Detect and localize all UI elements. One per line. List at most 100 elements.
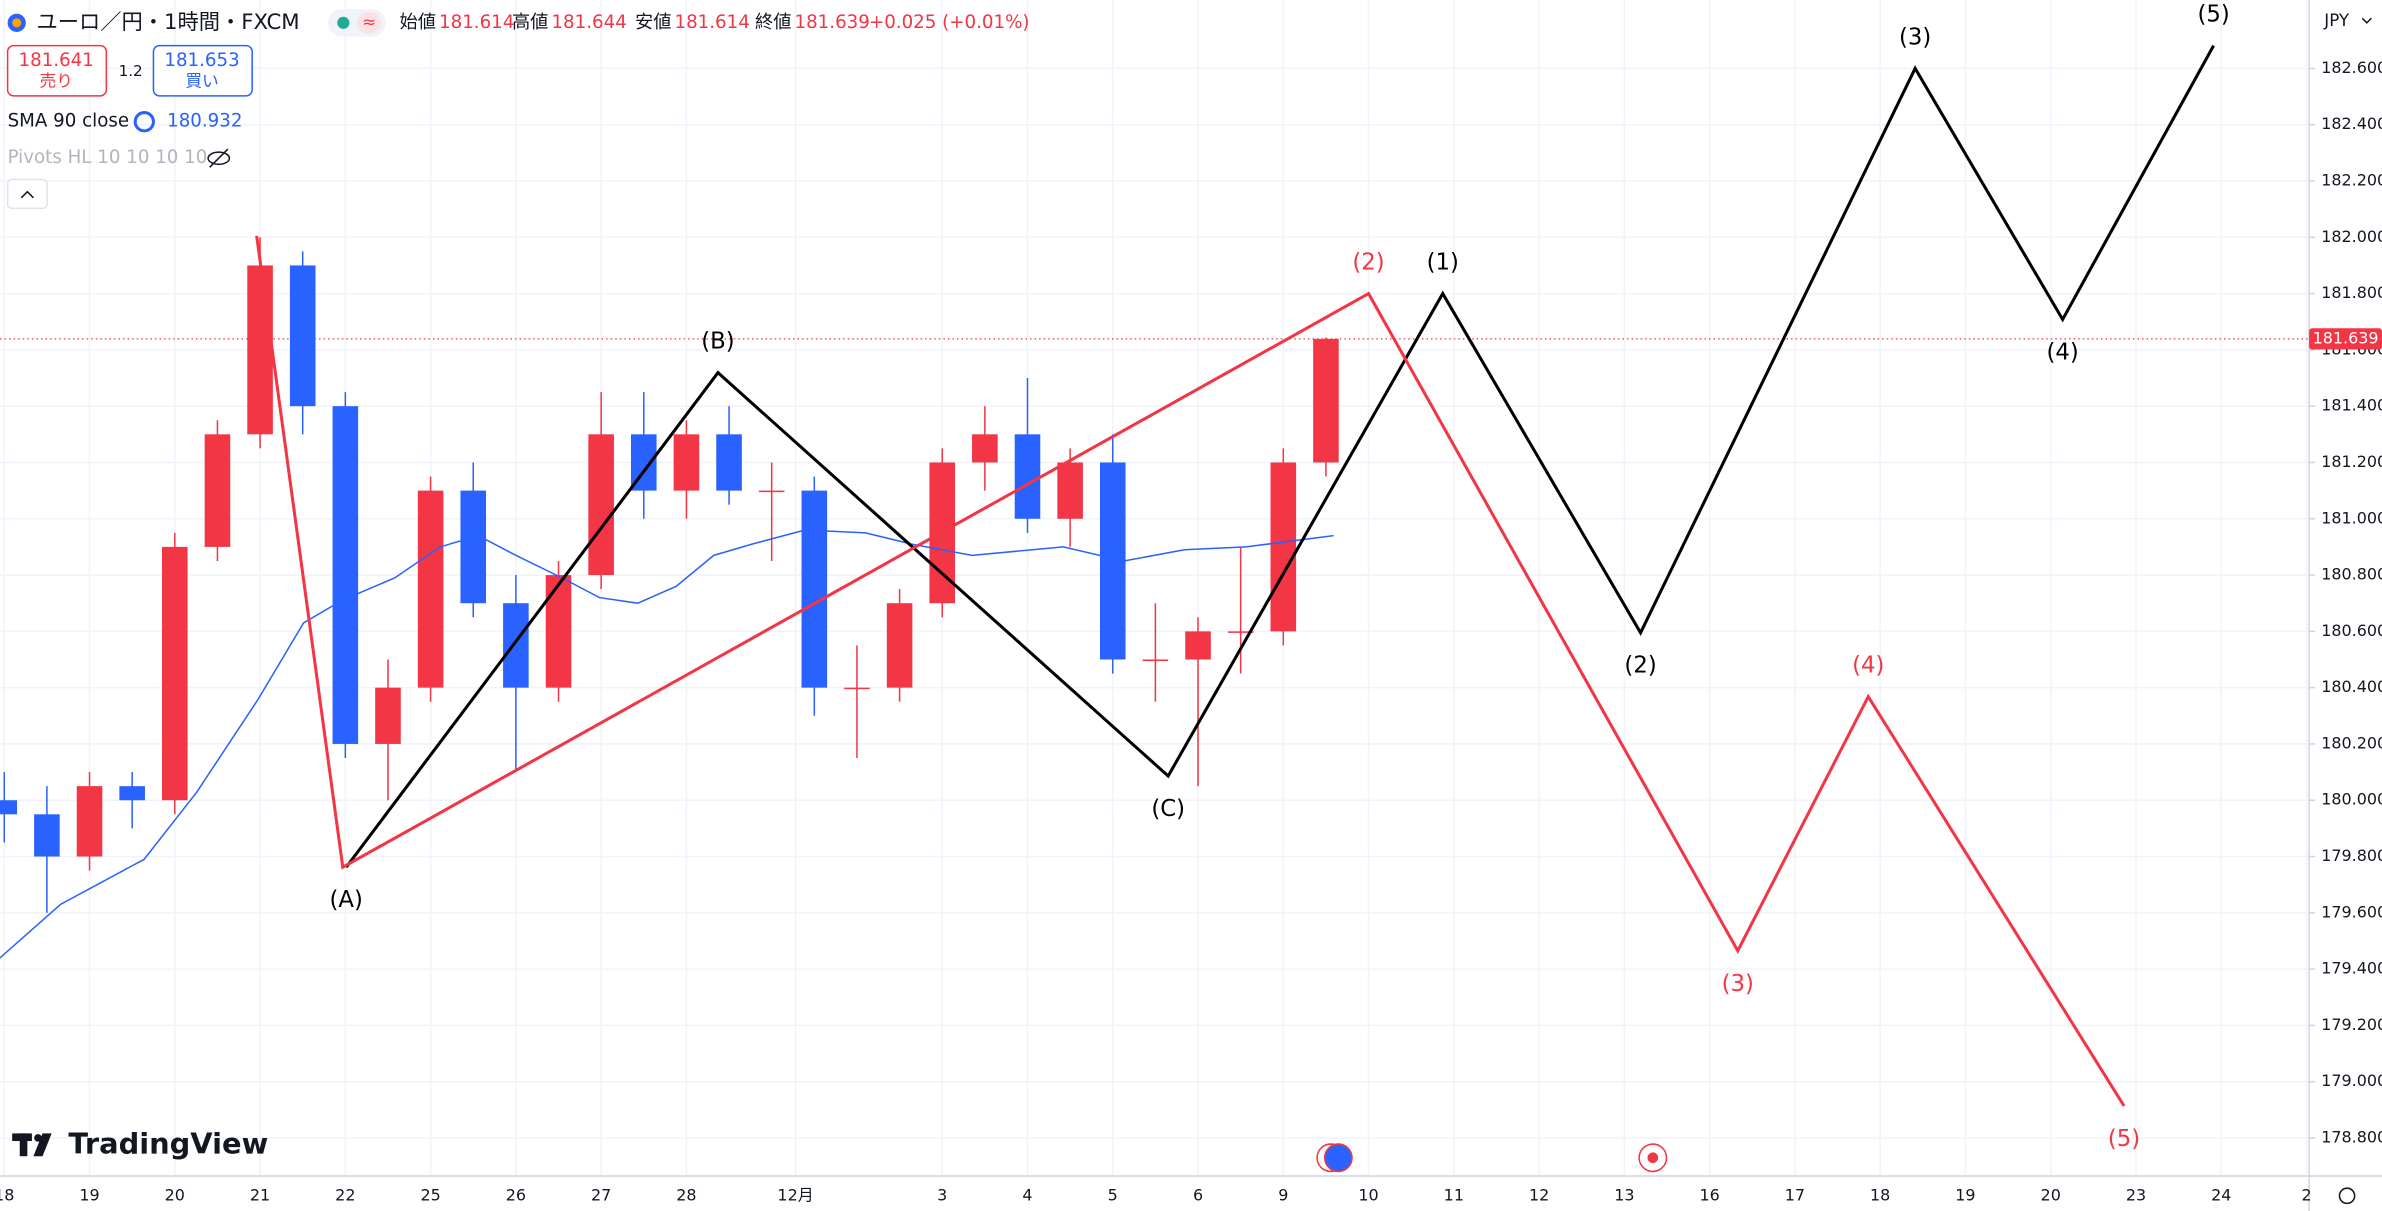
x-tick-label: 23: [2126, 1185, 2146, 1204]
plot-area: [0, 44, 2310, 1107]
x-tick-label: 24: [2211, 1185, 2231, 1204]
candle-body: [1313, 338, 1339, 463]
x-tick-label: 4: [1022, 1185, 1032, 1204]
y-tick-label: 182.400: [2321, 114, 2382, 133]
y-tick-label: 179.600: [2321, 902, 2382, 921]
sell-label: 売り: [39, 71, 72, 91]
symbol[interactable]: ユーロ／円・1時間・FXCM: [36, 10, 299, 35]
candle-body: [844, 687, 870, 690]
candle-body: [1185, 631, 1211, 660]
candle-body: [332, 406, 359, 744]
candle-body: [76, 786, 103, 857]
candle-body: [0, 800, 18, 815]
x-tick-label: 20: [165, 1185, 185, 1204]
x-tick-label: 19: [1955, 1185, 1975, 1204]
event-icon[interactable]: [1323, 1143, 1353, 1173]
buy-button[interactable]: [152, 44, 253, 97]
x-tick-label: 20: [2041, 1185, 2061, 1204]
x-tick-label: 22: [335, 1185, 355, 1204]
y-tick-label: 181.800: [2321, 283, 2382, 302]
x-tick-label: 16: [1699, 1185, 1719, 1204]
x-tick-label: 13: [1614, 1185, 1634, 1204]
wave-line: [344, 44, 2215, 869]
x-tick-label: 2: [2301, 1185, 2311, 1204]
ohlc-label: 高値: [512, 12, 548, 33]
candle-body: [204, 434, 231, 547]
wave-line: [255, 235, 2126, 1107]
indicator-icon: [133, 111, 155, 133]
candle-body: [1227, 631, 1254, 633]
indicator-name[interactable]: Pivots HL 10 10 10 10: [8, 147, 208, 168]
x-tick-label: 3: [937, 1185, 947, 1204]
axes: 178.800 179.000 179.200 179.400 179.600 179.8…: [0, 58, 2382, 1204]
x-tick-label: 17: [1785, 1185, 1805, 1204]
candle-body: [1270, 462, 1297, 632]
candle-body: [758, 490, 785, 493]
buy-price: 181.653: [164, 50, 239, 71]
candle-body: [503, 603, 529, 688]
symbol-icon: [12, 18, 22, 28]
indicator-name[interactable]: SMA 90 close: [8, 111, 129, 132]
currency-caret: [2361, 17, 2372, 24]
x-tick-label: 18: [1870, 1185, 1890, 1204]
indicator-value: 180.932: [167, 111, 242, 132]
status-dot: [337, 16, 350, 29]
settings-icon[interactable]: [2338, 1187, 2356, 1205]
y-tick-label: 179.000: [2321, 1071, 2382, 1090]
ohlc-value: 181.614: [674, 12, 749, 33]
y-tick-label: 179.200: [2321, 1015, 2382, 1034]
change: +0.025 (+0.01%): [869, 12, 1030, 33]
ohlc-label: 安値: [635, 12, 671, 33]
y-tick-label: 180.000: [2321, 790, 2382, 809]
x-tick-label: 27: [591, 1185, 611, 1204]
x-tick-label: 25: [420, 1185, 440, 1204]
wave-label: (2): [1352, 250, 1384, 276]
y-tick-label: 180.600: [2321, 621, 2382, 640]
x-tick-label: 5: [1108, 1185, 1118, 1204]
ohlc-label: 始値: [400, 12, 436, 33]
candle-body: [247, 265, 273, 435]
sell-button[interactable]: [6, 44, 108, 97]
collapse-button[interactable]: [6, 178, 48, 210]
y-tick-label: 179.400: [2321, 959, 2382, 978]
brand: TradingView: [68, 1127, 268, 1161]
currency[interactable]: JPY: [2323, 10, 2350, 30]
wave-label: (3): [1899, 24, 1931, 50]
candle-body: [1057, 462, 1083, 519]
y-tick-label: 182.000: [2321, 227, 2382, 246]
last-price-label: 181.639: [2313, 328, 2379, 347]
y-tick-label: 180.200: [2321, 733, 2382, 752]
wave-label: (4): [1852, 653, 1884, 679]
candle-body: [1142, 659, 1169, 662]
ohlc-value: 181.614: [439, 12, 514, 33]
candle-body: [119, 786, 145, 801]
y-tick-label: 181.000: [2321, 508, 2382, 527]
candle-body: [801, 490, 828, 688]
candle-body: [460, 490, 487, 604]
logo: TradingView: [12, 1127, 268, 1161]
spread: 1.2: [119, 62, 143, 80]
y-tick-label: 181.200: [2321, 452, 2382, 471]
candle-body: [375, 687, 401, 744]
event-dot: [1647, 1152, 1659, 1164]
sma-line: [0, 529, 1334, 959]
ohlc-label: 終値: [755, 12, 791, 33]
x-tick-label: 19: [79, 1185, 99, 1204]
x-tick-label: 28: [676, 1185, 696, 1204]
x-tick-label: 12月: [777, 1185, 813, 1204]
status-icon: ≈: [362, 11, 376, 31]
wave-label: (B): [701, 329, 734, 355]
x-tick-label: 18: [0, 1185, 14, 1204]
wave-label: (3): [1722, 971, 1754, 997]
candle-body: [34, 814, 60, 857]
x-tick-label: 21: [250, 1185, 270, 1204]
x-tick-label: 9: [1278, 1185, 1288, 1204]
x-tick-label: 11: [1444, 1185, 1464, 1204]
wave-label: (C): [1151, 796, 1185, 822]
wave-label: (4): [2047, 339, 2079, 365]
hidden-icon[interactable]: [207, 148, 231, 168]
